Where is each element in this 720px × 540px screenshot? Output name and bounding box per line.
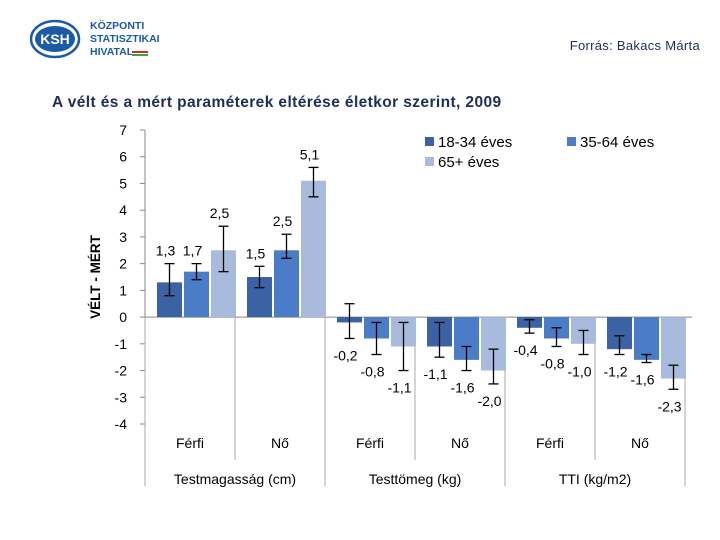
data-label: -1,2 xyxy=(603,364,627,380)
data-label: -2,3 xyxy=(657,398,681,414)
data-label: -0,8 xyxy=(540,355,564,371)
y-tick-label: -3 xyxy=(115,389,128,405)
category-label: Nő xyxy=(271,435,289,451)
y-tick-label: 2 xyxy=(119,256,127,272)
chart-title: A vélt és a mért paraméterek eltérése él… xyxy=(52,94,502,111)
y-tick-label: -4 xyxy=(115,416,128,432)
category-label: Nő xyxy=(631,435,649,451)
data-label: -1,1 xyxy=(387,380,411,396)
group-label: Testmagasság (cm) xyxy=(174,471,296,487)
data-label: 2,5 xyxy=(210,205,230,221)
logo-ring xyxy=(30,19,81,59)
category-label: Férfi xyxy=(536,435,564,451)
category-label: Férfi xyxy=(356,435,384,451)
y-tick-label: 6 xyxy=(119,149,127,165)
logo-line2: STATISZTIKAI xyxy=(90,33,160,45)
y-tick-label: 0 xyxy=(119,309,127,325)
data-label: 5,1 xyxy=(300,146,320,162)
data-label: -2,0 xyxy=(477,393,501,409)
legend-swatch xyxy=(425,137,434,146)
category-label: Férfi xyxy=(176,435,204,451)
legend-swatch xyxy=(567,137,576,146)
legend-label: 35-64 éves xyxy=(580,134,654,151)
logo-line3: HIVATAL xyxy=(90,46,134,58)
legend-label: 65+ éves xyxy=(438,154,499,171)
source-text: Forrás: Bakacs Márta xyxy=(569,38,700,53)
group-label: Testtömeg (kg) xyxy=(369,471,462,487)
bar xyxy=(274,250,299,318)
data-label: 1,7 xyxy=(183,243,203,259)
category-label: Nő xyxy=(451,435,469,451)
data-label: -1,6 xyxy=(450,380,474,396)
data-label: -1,6 xyxy=(630,372,654,388)
y-tick-label: 1 xyxy=(119,282,127,298)
logo-stripe-green xyxy=(132,54,148,56)
bar xyxy=(301,180,326,318)
y-tick-label: 5 xyxy=(119,175,127,191)
data-label: -0,4 xyxy=(513,342,537,358)
data-label: 1,5 xyxy=(246,245,266,261)
logo-line1: KÖZPONTI xyxy=(90,19,144,32)
y-tick-label: 4 xyxy=(119,202,127,218)
data-label: -1,1 xyxy=(423,366,447,382)
y-axis-label: VÉLT - MÉRT xyxy=(88,234,103,318)
logo-abbr: KSH xyxy=(40,31,70,47)
y-tick-label: 3 xyxy=(119,229,127,245)
ksh-logo: KSH KÖZPONTI STATISZTIKAI HIVATAL xyxy=(30,14,180,66)
data-label: -1,0 xyxy=(567,364,591,380)
legend-label: 18-34 éves xyxy=(438,134,512,151)
group-label: TTI (kg/m2) xyxy=(559,471,631,487)
y-tick-label: 7 xyxy=(119,122,127,138)
y-tick-label: -2 xyxy=(115,363,128,379)
data-label: 2,5 xyxy=(273,213,293,229)
logo-oval xyxy=(35,26,75,52)
logo-stripe-red xyxy=(132,51,148,53)
data-label: 1,3 xyxy=(156,243,176,259)
data-label: -0,8 xyxy=(360,364,384,380)
bar xyxy=(634,317,659,360)
data-label: -0,2 xyxy=(333,347,357,363)
y-tick-label: -1 xyxy=(115,336,128,352)
legend-swatch xyxy=(425,157,434,166)
